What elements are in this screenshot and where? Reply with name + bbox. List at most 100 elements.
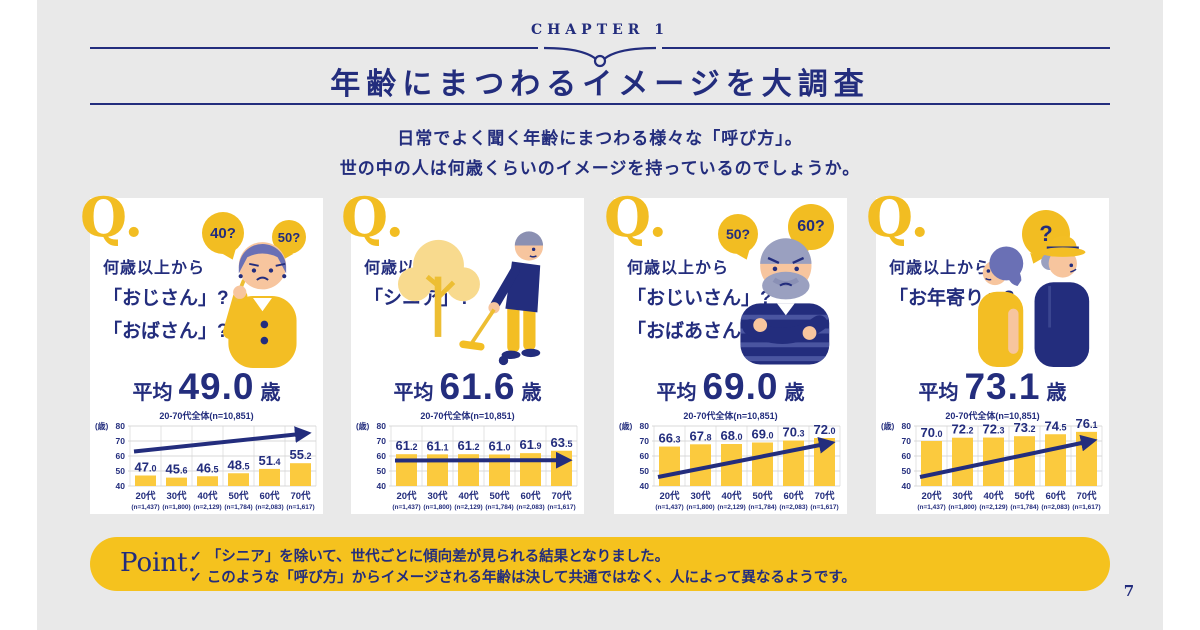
svg-text:80: 80 <box>377 421 387 431</box>
svg-text:40: 40 <box>116 481 126 491</box>
svg-text:76.1: 76.1 <box>1076 416 1098 431</box>
svg-text:(n=2,129): (n=2,129) <box>193 504 221 511</box>
bar-chart-ojisan: 40 50 60 70 80 (歳) 47.0 20代 (n=1,437) 45.6 30代 (n=1… <box>94 420 319 514</box>
question-card-senior: Q. 何歳以上から 「シニア」? 平均 61.6 歳 20-70代全体(n=10… <box>341 190 584 514</box>
svg-text:50代: 50代 <box>752 490 773 502</box>
svg-text:(n=2,083): (n=2,083) <box>1041 504 1069 511</box>
svg-text:60: 60 <box>640 451 650 461</box>
svg-text:(歳): (歳) <box>881 421 895 431</box>
point-text: このような「呼び方」からイメージされる年齢は決して共通ではなく、人によって異なる… <box>206 570 856 586</box>
svg-text:20代: 20代 <box>396 490 417 502</box>
svg-text:30代: 30代 <box>690 490 711 502</box>
svg-text:60代: 60代 <box>259 490 280 502</box>
svg-text:72.3: 72.3 <box>983 422 1005 437</box>
svg-text:63.5: 63.5 <box>551 435 573 450</box>
average-age: 平均 69.0 歳 <box>656 366 805 407</box>
question-card-otoshiyori: Q. ? 何歳以上から 「お年寄り」? 平均 73.1 歳 20-70代全体(n… <box>866 190 1109 514</box>
sample-note: 20-70代全体(n=10,851) <box>159 411 254 421</box>
svg-text:50: 50 <box>902 466 912 476</box>
svg-text:72.2: 72.2 <box>952 422 974 437</box>
svg-text:60代: 60代 <box>1045 490 1066 502</box>
average-age: 平均 61.6 歳 <box>393 366 542 407</box>
svg-text:(n=1,800): (n=1,800) <box>686 504 714 511</box>
svg-text:47.0: 47.0 <box>135 460 157 475</box>
svg-text:(n=1,437): (n=1,437) <box>392 504 420 511</box>
header-ornament-icon <box>543 46 657 68</box>
svg-text:61.9: 61.9 <box>520 437 542 452</box>
svg-text:80: 80 <box>640 421 650 431</box>
svg-text:(n=2,083): (n=2,083) <box>779 504 807 511</box>
question-card-ojiisan: Q. 50? 60? 何歳以上から 「おじいさん」? 「おばあさん」? 平均 6… <box>604 190 847 514</box>
question-text: 何歳以上から 「おじいさん」? 「おばあさん」? <box>627 260 772 342</box>
svg-text:61.1: 61.1 <box>427 438 449 453</box>
svg-text:60代: 60代 <box>783 490 804 502</box>
svg-text:(n=1,800): (n=1,800) <box>948 504 976 511</box>
svg-text:70: 70 <box>377 436 387 446</box>
elderly-couple-illustration <box>978 236 1090 368</box>
svg-text:(n=1,800): (n=1,800) <box>162 504 190 511</box>
svg-text:(歳): (歳) <box>356 421 370 431</box>
point-lines: ✓ 「シニア」を除いて、世代ごとに傾向差が見られる結果となりました。 ✓ このよ… <box>190 546 856 588</box>
svg-text:50代: 50代 <box>228 490 249 502</box>
point-line: ✓ 「シニア」を除いて、世代ごとに傾向差が見られる結果となりました。 <box>190 546 856 567</box>
svg-text:69.0: 69.0 <box>752 427 774 442</box>
q-mark: Q. <box>341 185 405 249</box>
point-label: Point. <box>120 548 196 578</box>
svg-text:20代: 20代 <box>921 490 942 502</box>
point-section: Point. ✓ 「シニア」を除いて、世代ごとに傾向差が見られる結果となりました… <box>90 537 1110 591</box>
svg-text:60: 60 <box>902 451 912 461</box>
svg-text:61.2: 61.2 <box>458 438 480 453</box>
svg-text:(n=1,617): (n=1,617) <box>547 504 575 511</box>
svg-text:(n=2,083): (n=2,083) <box>516 504 544 511</box>
svg-text:70.0: 70.0 <box>921 425 943 440</box>
age-bubble-50: 50? <box>718 214 758 254</box>
svg-text:80: 80 <box>902 421 912 431</box>
svg-text:55.2: 55.2 <box>290 447 312 462</box>
svg-text:50: 50 <box>116 466 126 476</box>
svg-text:40代: 40代 <box>458 490 479 502</box>
point-text: 「シニア」を除いて、世代ごとに傾向差が見られる結果となりました。 <box>206 549 670 565</box>
svg-text:40: 40 <box>902 481 912 491</box>
header-rule-left <box>90 47 538 49</box>
svg-text:(n=2,129): (n=2,129) <box>454 504 482 511</box>
check-icon: ✓ <box>190 569 202 585</box>
svg-text:(n=1,617): (n=1,617) <box>286 504 314 511</box>
svg-text:50: 50 <box>377 466 387 476</box>
subtitle-line-1: 日常でよく聞く年齢にまつわる様々な「呼び方」。 <box>397 129 803 148</box>
average-age: 平均 49.0 歳 <box>132 366 281 407</box>
svg-text:(n=1,617): (n=1,617) <box>1072 504 1100 511</box>
svg-text:80: 80 <box>116 421 126 431</box>
svg-text:50: 50 <box>640 466 650 476</box>
svg-text:(n=2,083): (n=2,083) <box>255 504 283 511</box>
sample-note: 20-70代全体(n=10,851) <box>945 411 1040 421</box>
svg-text:(n=1,437): (n=1,437) <box>655 504 683 511</box>
sample-note: 20-70代全体(n=10,851) <box>420 411 515 421</box>
svg-text:(n=1,784): (n=1,784) <box>224 504 252 511</box>
svg-text:(n=1,784): (n=1,784) <box>1010 504 1038 511</box>
svg-text:30代: 30代 <box>166 490 187 502</box>
check-icon: ✓ <box>190 548 202 564</box>
svg-text:(n=1,784): (n=1,784) <box>485 504 513 511</box>
svg-text:(歳): (歳) <box>95 421 109 431</box>
point-line: ✓ このような「呼び方」からイメージされる年齢は決して共通ではなく、人によって異… <box>190 567 856 588</box>
svg-text:66.3: 66.3 <box>659 431 681 446</box>
page-number: 7 <box>1123 582 1135 600</box>
q-mark: Q. <box>866 185 930 249</box>
svg-text:73.2: 73.2 <box>1014 420 1036 435</box>
gateball-man-illustration <box>397 231 544 366</box>
header-rule-right <box>662 47 1110 49</box>
svg-text:45.6: 45.6 <box>166 462 188 477</box>
svg-text:60: 60 <box>377 451 387 461</box>
svg-text:67.8: 67.8 <box>690 428 712 443</box>
woman-thinking-illustration <box>223 242 297 368</box>
svg-text:70代: 70代 <box>551 490 572 502</box>
chapter-label: CHAPTER 1 <box>530 22 670 38</box>
svg-text:51.4: 51.4 <box>259 453 281 468</box>
question-text: 何歳以上から 「おじさん」? 「おばさん」? <box>103 260 229 342</box>
svg-text:(n=1,784): (n=1,784) <box>748 504 776 511</box>
svg-text:(n=1,437): (n=1,437) <box>131 504 159 511</box>
svg-text:70: 70 <box>902 436 912 446</box>
svg-text:30代: 30代 <box>427 490 448 502</box>
title-underline <box>90 103 1110 105</box>
svg-text:68.0: 68.0 <box>721 428 743 443</box>
